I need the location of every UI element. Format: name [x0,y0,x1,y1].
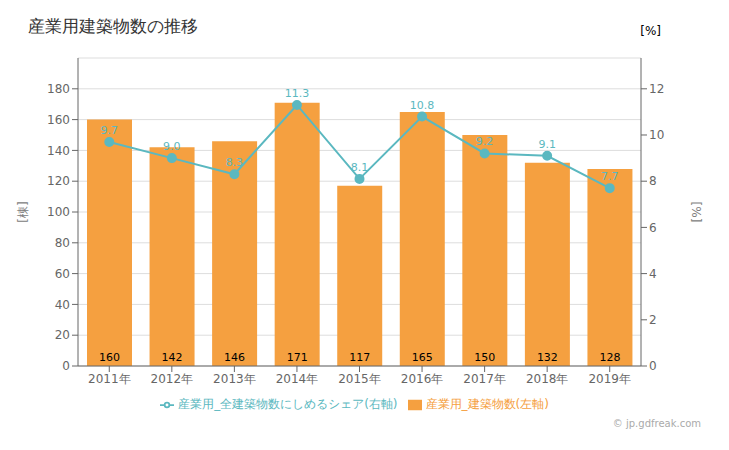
svg-text:6: 6 [649,221,657,235]
svg-text:2012年: 2012年 [151,372,194,386]
svg-text:146: 146 [224,351,245,364]
svg-text:132: 132 [537,351,558,364]
svg-text:11.3: 11.3 [285,87,310,100]
svg-text:9.1: 9.1 [538,138,556,151]
svg-text:2019年: 2019年 [588,372,631,386]
svg-text:[棟]: [棟] [16,201,30,222]
svg-text:171: 171 [287,351,308,364]
html-text:産業用_建築物数(左軸): 産業用_建築物数(左軸) [425,397,549,411]
svg-text:2: 2 [649,313,657,327]
svg-text:100: 100 [47,205,70,219]
svg-text:[%]: [%] [689,202,703,223]
svg-text:8.1: 8.1 [351,161,369,174]
svg-text:117: 117 [349,351,370,364]
svg-text:2018年: 2018年 [526,372,569,386]
svg-text:9.0: 9.0 [163,140,181,153]
html-text:産業用建築物数の推移: 産業用建築物数の推移 [28,16,198,36]
svg-text:0: 0 [649,359,657,373]
svg-text:2014年: 2014年 [276,372,319,386]
svg-text:2015年: 2015年 [338,372,381,386]
svg-text:10.8: 10.8 [410,99,435,112]
svg-text:142: 142 [162,351,183,364]
svg-text:12: 12 [649,82,664,96]
svg-text:2016年: 2016年 [401,372,444,386]
svg-text:40: 40 [55,298,70,312]
svg-text:60: 60 [55,267,70,281]
svg-text:20: 20 [55,328,70,342]
svg-text:4: 4 [649,267,657,281]
svg-text:120: 120 [47,174,70,188]
html-text:© jp.gdfreak.com: © jp.gdfreak.com [612,418,701,429]
html-text:産業用_全建築物数にしめるシェア(右軸): 産業用_全建築物数にしめるシェア(右軸) [178,397,398,411]
svg-text:80: 80 [55,236,70,250]
svg-text:160: 160 [99,351,120,364]
svg-text:10: 10 [649,128,664,142]
svg-text:9.7: 9.7 [101,124,119,137]
svg-text:9.2: 9.2 [476,135,494,148]
svg-text:8.3: 8.3 [226,156,244,169]
svg-text:0: 0 [62,359,70,373]
svg-text:128: 128 [599,351,620,364]
svg-text:2013年: 2013年 [213,372,256,386]
svg-text:160: 160 [47,113,70,127]
svg-text:7.7: 7.7 [601,170,619,183]
svg-text:180: 180 [47,82,70,96]
svg-text:2011年: 2011年 [88,372,131,386]
svg-text:2017年: 2017年 [463,372,506,386]
svg-text:8: 8 [649,174,657,188]
svg-text:140: 140 [47,144,70,158]
svg-text:165: 165 [412,351,433,364]
svg-text:150: 150 [474,351,495,364]
